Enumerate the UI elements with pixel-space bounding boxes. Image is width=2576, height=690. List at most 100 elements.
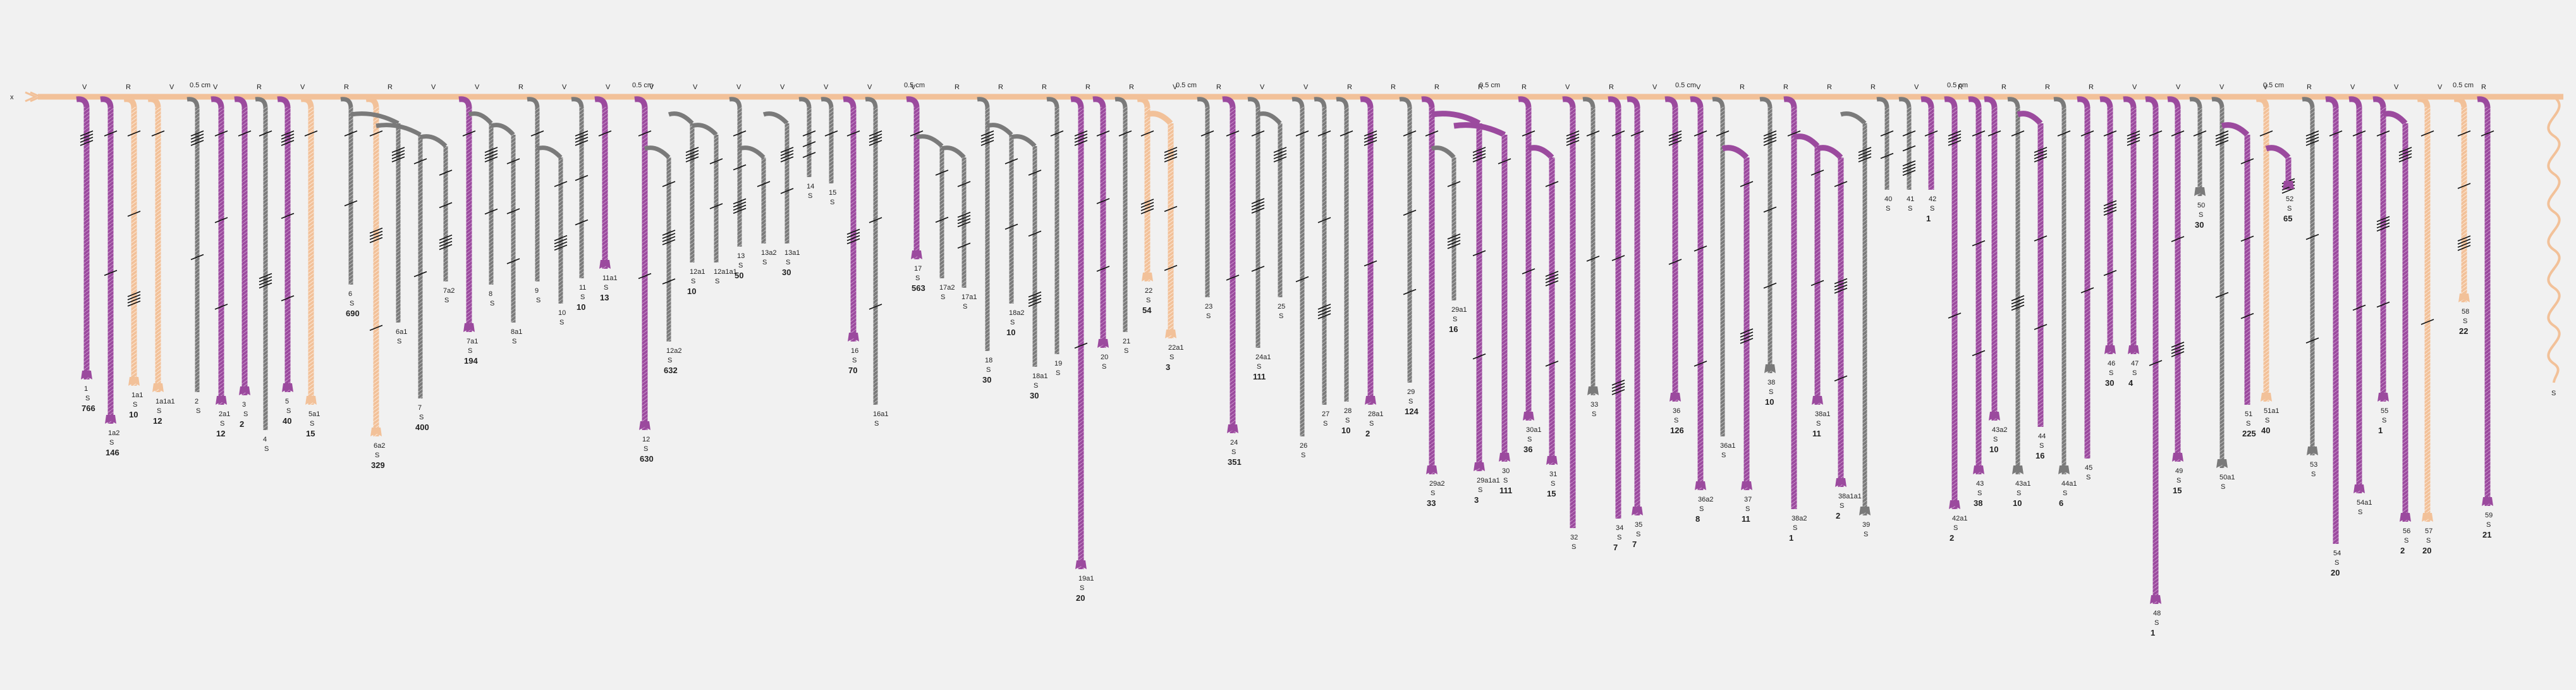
stem-count: 13 (600, 293, 609, 302)
stem-tag: 46 (2108, 360, 2115, 367)
end-cap (1764, 364, 1776, 373)
stem-29: 29 S 124 (1399, 97, 1419, 416)
axis-tick-letter: R (1522, 83, 1527, 91)
stem-tag: 27 (1322, 410, 1329, 418)
hatch-mark (2034, 324, 2048, 330)
stem-tag: 52 (2286, 195, 2293, 203)
stem-sub: S (1816, 420, 1821, 428)
stem-tag: 29 (1407, 388, 1415, 396)
stem-54: 54 S20 (2325, 96, 2343, 577)
stem-sub: S (830, 199, 834, 206)
stem-bar (1255, 107, 1261, 348)
axis-tick-letter: R (1783, 83, 1788, 91)
stem-hook (2189, 97, 2202, 109)
stem-tag: 17a2 (939, 284, 955, 292)
stem-tag: 47 (2131, 360, 2139, 367)
stem-sub: S (2154, 619, 2159, 627)
hatch-mark (2149, 360, 2163, 366)
hatch-mark (1972, 130, 1986, 137)
stem-tag: 29a1 (1451, 306, 1467, 314)
stem-sub: S (1551, 480, 1555, 488)
stem-bar (2244, 135, 2250, 405)
hatch-mark (1164, 206, 1178, 213)
hatch-mark (506, 158, 520, 164)
stem-sub: S (580, 293, 585, 301)
stem-bar (761, 157, 766, 243)
stem-count: 329 (371, 460, 385, 470)
stem-tag: 48 (2153, 610, 2161, 617)
axis-tick-letter: V (2132, 83, 2137, 91)
stem-tag: 16a1 (873, 410, 888, 418)
stem-count: 2 (1365, 429, 1370, 438)
stem-sub: S (1769, 388, 1773, 396)
end-cap (2353, 484, 2365, 493)
hatch-mark (1740, 181, 1754, 187)
axis-tick-letter: V (1914, 83, 1919, 91)
stem-bar (1429, 107, 1435, 474)
hatch-mark (1948, 130, 1962, 146)
stem-bar (1991, 107, 1998, 421)
stem-sub: S (715, 278, 719, 285)
hatch-mark (190, 254, 204, 261)
stem-35: 35 S7 (1627, 96, 1644, 549)
stem-count: 400 (415, 422, 429, 432)
end-cap (2216, 459, 2228, 468)
hatch-mark (2080, 287, 2094, 293)
stem-bar (2285, 157, 2292, 190)
hatch-mark (575, 175, 589, 182)
stem-sub: S (536, 297, 540, 304)
axis-tick-letter: V (824, 83, 829, 91)
stem-bar (1344, 107, 1349, 402)
axis-tick-letter: R (1216, 83, 1221, 91)
stem-count: 65 (2283, 214, 2292, 223)
hatch-mark (980, 130, 994, 146)
hatch-mark (259, 130, 272, 137)
end-cap (1523, 412, 1534, 421)
stem-sub: S (1930, 205, 1934, 213)
stem-43a1: 43a1 S10 (2007, 97, 2030, 508)
stem-hook (1197, 97, 1210, 109)
stem-26: 26 S (1291, 97, 1309, 459)
branch-link (738, 145, 766, 159)
stem-tag: 1 (84, 385, 88, 393)
stem-4: 4S (255, 97, 272, 453)
stem-bar (961, 157, 967, 288)
axis-tick-letter: R (1434, 83, 1439, 91)
stem-sub: S (1301, 452, 1305, 459)
hatch-mark (1948, 312, 1962, 319)
stem-38a1: 38a1 S11 (1793, 133, 1830, 438)
stem-sub: S (1345, 417, 1350, 424)
scale-label: 0.5 cm (632, 82, 653, 89)
hatch-mark (1545, 181, 1559, 187)
stem-bar (1367, 107, 1374, 405)
stem-count: 10 (1765, 397, 1774, 407)
stem-tag: 33 (1590, 401, 1598, 409)
end-cap (1989, 412, 2000, 421)
stem-bar (2484, 107, 2491, 506)
stem-21: 21 S (1114, 97, 1132, 355)
hatch-mark (1902, 160, 1916, 176)
stem-tag: 31 (1549, 471, 1557, 478)
axis-tick-letter: V (693, 83, 698, 91)
stem-38a2: 38a2 S1 (1783, 96, 1807, 543)
end-cap (2283, 181, 2294, 190)
stem-count: 10 (2013, 498, 2022, 508)
end-cap (2307, 447, 2318, 455)
stem-bar (2015, 107, 2020, 474)
stem-hook (2453, 96, 2467, 109)
scale-label: 0.5 cm (1176, 82, 1197, 89)
stem-tag: 44 (2038, 433, 2046, 440)
axis-tick-letter: V (2394, 83, 2399, 91)
hatch-mark (281, 295, 295, 302)
stem-sub: S (668, 357, 672, 364)
stem-sub: S (109, 439, 114, 447)
stem-count: 15 (306, 429, 315, 438)
hatch-mark (369, 324, 383, 331)
stem-sub: S (243, 410, 248, 418)
hatch-mark (439, 169, 453, 176)
hatch-mark (1763, 130, 1777, 146)
hatch-mark (238, 130, 252, 137)
